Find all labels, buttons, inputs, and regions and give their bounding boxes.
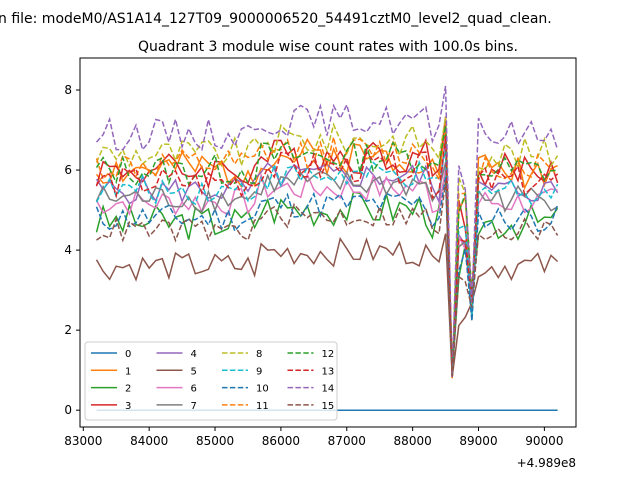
legend-label-1: 1 (125, 366, 131, 377)
x-tick-label: 88000 (394, 434, 432, 448)
legend-label-11: 11 (256, 401, 269, 412)
series-layer (95, 85, 559, 411)
legend-label-8: 8 (256, 349, 262, 360)
x-tick-label: 85000 (196, 434, 234, 448)
series-line-2 (95, 170, 559, 375)
x-axis: 83000 84000 85000 86000 87000 88000 89000 90000 (64, 427, 563, 448)
x-tick-label: 90000 (525, 434, 563, 448)
y-tick-label: 6 (64, 163, 72, 177)
x-axis-offset-label: +4.989e8 (517, 456, 576, 470)
series-line-7 (95, 162, 558, 377)
y-tick-label: 4 (64, 243, 72, 257)
y-axis: 0 2 4 6 8 (64, 83, 80, 417)
legend-label-12: 12 (322, 349, 335, 360)
legend-label-4: 4 (191, 349, 197, 360)
x-tick-label: 87000 (328, 434, 366, 448)
legend-label-0: 0 (125, 349, 131, 360)
legend-label-14: 14 (322, 384, 335, 395)
legend-label-9: 9 (256, 366, 262, 377)
plot-title: Quadrant 3 module wise count rates with … (138, 39, 518, 55)
series-line-15 (96, 180, 559, 377)
x-tick-label: 86000 (262, 434, 300, 448)
legend-label-6: 6 (191, 384, 197, 395)
y-tick-label: 2 (64, 323, 72, 337)
legend-box (84, 341, 338, 421)
legend-label-5: 5 (191, 366, 197, 377)
legend-label-3: 3 (125, 401, 131, 412)
legend-label-2: 2 (125, 384, 131, 395)
series-line-8 (95, 116, 559, 376)
series-line-10 (95, 176, 559, 375)
figure-suptitle: n file: modeM0/AS1A14_127T09_9000006520_… (0, 11, 552, 27)
y-tick-label: 0 (64, 403, 72, 417)
series-line-14 (95, 85, 559, 377)
legend-label-13: 13 (322, 366, 335, 377)
x-tick-label: 84000 (130, 434, 168, 448)
series-line-6 (95, 167, 558, 377)
x-tick-label: 83000 (64, 434, 102, 448)
x-tick-label: 89000 (459, 434, 497, 448)
y-tick-label: 8 (64, 83, 72, 97)
series-line-5 (95, 233, 559, 378)
legend-label-7: 7 (191, 401, 197, 412)
axes-frame (79, 57, 577, 428)
legend-label-10: 10 (256, 384, 269, 395)
series-line-13 (95, 135, 559, 378)
series-line-9 (95, 150, 559, 376)
legend-label-15: 15 (322, 401, 335, 412)
